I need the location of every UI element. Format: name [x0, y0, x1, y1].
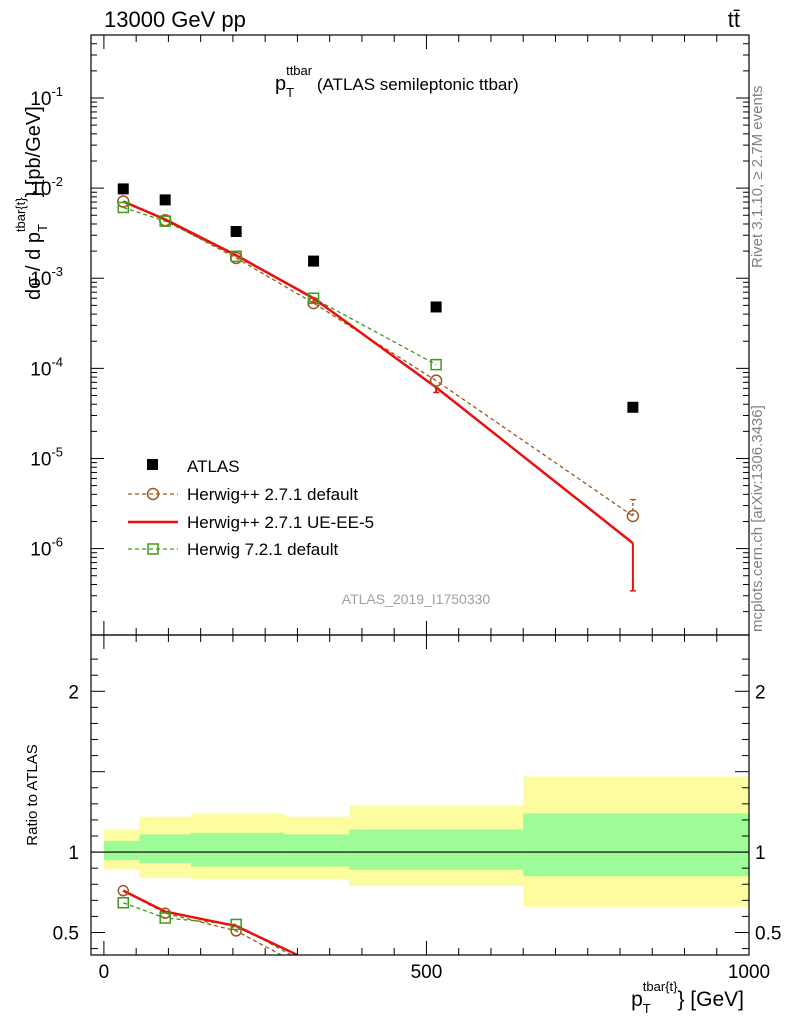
- energy-label: 13000 GeV pp: [104, 7, 246, 32]
- y-tick-label: 10-3: [30, 264, 63, 290]
- y-tick-label: 10-2: [30, 174, 63, 200]
- data-point: [230, 226, 242, 238]
- x-label-main: p: [631, 988, 643, 1011]
- ratio-y-tick-label: 1: [68, 843, 79, 864]
- legend-label-atlas: ATLAS: [187, 457, 240, 476]
- legend-marker-herwig7: [147, 543, 159, 555]
- y-tick-label: 10-6: [30, 535, 63, 561]
- y-tick-label: 10-5: [30, 444, 63, 470]
- ratio-y-tick-label: 2: [755, 682, 766, 703]
- y-label-sup: tbar{t}: [13, 197, 28, 232]
- source-label: mcplots.cern.ch [arXiv:1306.3436]: [749, 405, 766, 632]
- ratio-series-line: [122, 890, 282, 955]
- ratio-panel-ticks: 0.5 0.5 1 1 2 2 0 500 1000: [53, 635, 781, 983]
- legend-label-herwig7: Herwig 7.2.1 default: [187, 540, 338, 559]
- plot-title-main: p: [275, 73, 286, 95]
- main-panel-ticks: 10-6 10-5 10-4 10-3 10-2 10-1: [30, 34, 750, 635]
- ratio-point: [230, 925, 242, 937]
- plot-title-rest: (ATLAS semileptonic ttbar): [312, 75, 519, 94]
- ratio-uncertainty-bands: [91, 776, 749, 907]
- ratio-panel-series: [117, 884, 298, 955]
- y-label-sub: T: [35, 224, 50, 232]
- legend-label-herwigpp-default: Herwig++ 2.7.1 default: [187, 485, 358, 504]
- ratio-band-inner: [349, 829, 524, 870]
- data-point: [430, 358, 442, 371]
- x-tick-label: 0: [99, 962, 110, 983]
- data-point: [159, 194, 171, 206]
- plot-title-sup: ttbar: [286, 63, 313, 78]
- data-point: [117, 201, 130, 214]
- ratio-y-tick-label: 0.5: [53, 923, 79, 944]
- ratio-y-tick-label: 0.5: [755, 923, 781, 944]
- data-point: [159, 215, 171, 227]
- ratio-y-tick-label: 1: [755, 843, 766, 864]
- x-tick-label: 500: [411, 962, 443, 983]
- ratio-band-inner: [139, 834, 191, 864]
- ratio-y-axis-label: Ratio to ATLAS: [24, 744, 41, 845]
- data-point: [627, 401, 639, 413]
- ratio-point: [117, 896, 130, 909]
- data-point: [430, 301, 442, 313]
- plot-title: pTttbar (ATLAS semileptonic ttbar): [275, 63, 519, 100]
- ratio-panel-frame: [90, 634, 750, 956]
- data-point: [117, 195, 130, 208]
- x-label-sup: tbar{t}: [643, 979, 678, 994]
- data-point: [117, 183, 129, 195]
- legend-marker-herwigpp-default: [146, 487, 160, 501]
- y-tick-label: 10-4: [30, 354, 63, 380]
- y-label-prefix: dσ / d p: [23, 232, 45, 300]
- main-panel-series: [117, 183, 640, 592]
- data-point: [307, 292, 320, 304]
- y-tick-label: 10-1: [30, 84, 63, 110]
- x-label-suffix: } [GeV]: [677, 988, 744, 1011]
- data-point: [429, 374, 443, 387]
- plot-title-sub: T: [286, 85, 294, 100]
- series-line: [122, 200, 634, 545]
- y-label-suffix: } [pb/GeV]: [23, 106, 45, 197]
- ratio-series-line: [122, 889, 298, 955]
- rivet-label: Rivet 3.1.10, ≥ 2.7M events: [749, 86, 766, 269]
- ratio-band-inner: [103, 840, 140, 861]
- legend-marker-atlas: [147, 459, 158, 470]
- ratio-band-inner: [523, 813, 749, 877]
- data-point: [308, 255, 320, 267]
- data-point: [626, 509, 640, 523]
- x-tick-label: 1000: [728, 962, 770, 983]
- x-axis-label: pTtbar{t}} [GeV]: [631, 979, 744, 1016]
- ratio-point: [117, 884, 130, 897]
- y-axis-label-main: dσ / d pTtbar{t}} [pb/GeV]: [13, 106, 50, 300]
- process-label: tt̄: [728, 7, 740, 32]
- ratio-band-inner: [284, 834, 350, 867]
- series-line: [123, 206, 437, 366]
- legend: ATLAS Herwig++ 2.7.1 default Herwig++ 2.…: [128, 457, 374, 559]
- data-point: [230, 250, 242, 263]
- legend-label-herwigpp-ueee5: Herwig++ 2.7.1 UE-EE-5: [187, 513, 374, 532]
- ratio-band-inner: [190, 832, 285, 867]
- x-label-sub: T: [643, 1001, 651, 1016]
- ratio-y-tick-label: 2: [68, 682, 79, 703]
- ratio-point: [230, 918, 242, 931]
- ratio-point: [159, 912, 171, 924]
- analysis-id: ATLAS_2019_I1750330: [342, 591, 491, 607]
